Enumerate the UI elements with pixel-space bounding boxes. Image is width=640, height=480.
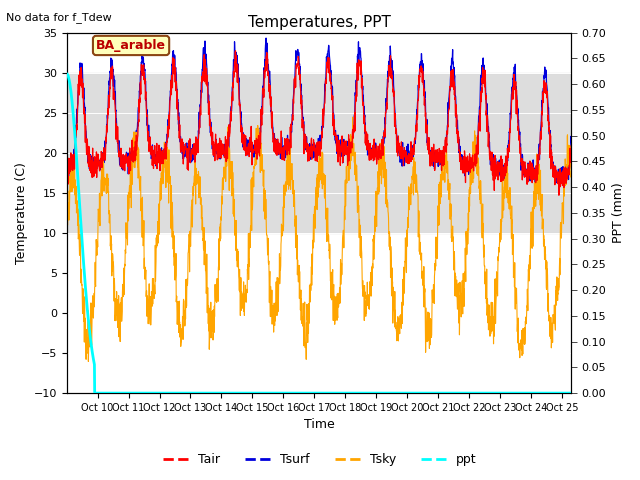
Text: No data for f_Tdew: No data for f_Tdew — [6, 12, 112, 23]
Y-axis label: PPT (mm): PPT (mm) — [612, 182, 625, 243]
Y-axis label: Temperature (C): Temperature (C) — [15, 162, 28, 264]
Title: Temperatures, PPT: Temperatures, PPT — [248, 15, 390, 30]
Bar — [67, 72, 572, 233]
Text: BA_arable: BA_arable — [96, 39, 166, 52]
X-axis label: Time: Time — [303, 419, 334, 432]
Legend: Tair, Tsurf, Tsky, ppt: Tair, Tsurf, Tsky, ppt — [158, 448, 482, 471]
